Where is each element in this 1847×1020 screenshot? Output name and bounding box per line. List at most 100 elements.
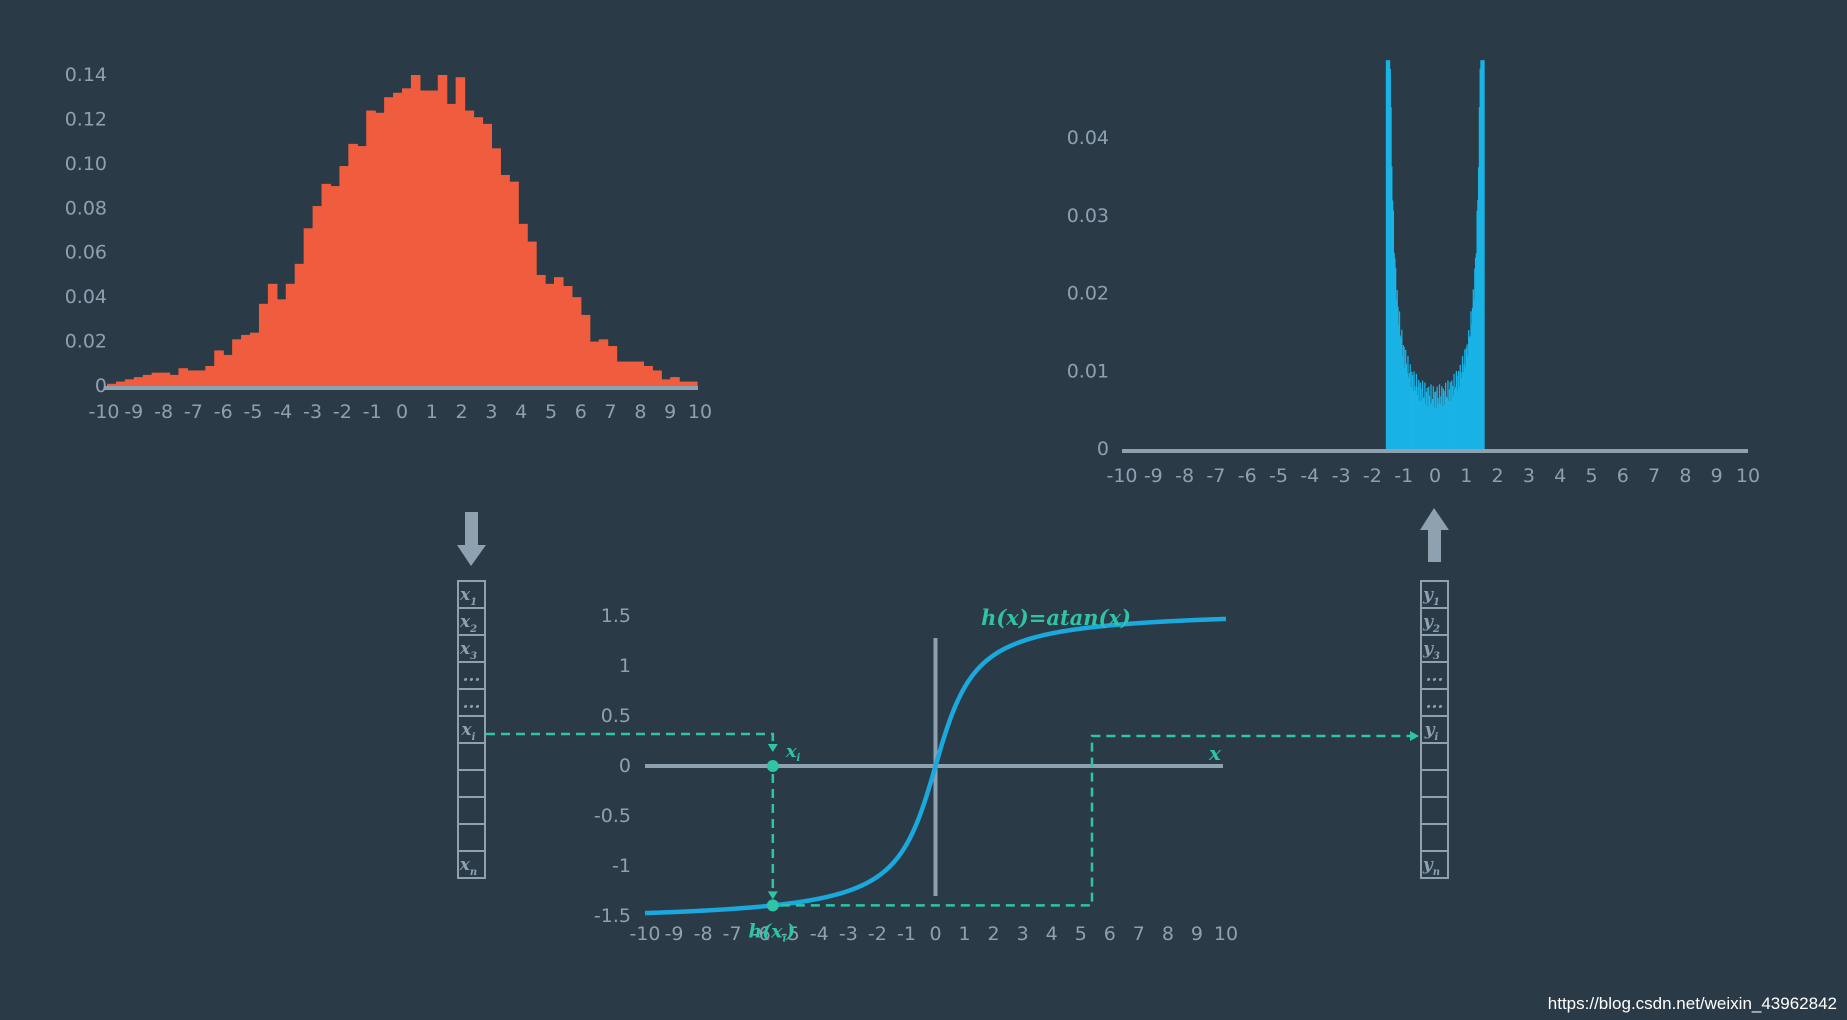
histogram-bar <box>562 286 573 386</box>
sample-hx-label: h(xi) <box>748 920 795 944</box>
x-tick-label: 2 <box>1492 465 1504 487</box>
histogram-bar <box>1442 388 1444 449</box>
y-tick-label: 0.02 <box>1067 283 1109 305</box>
histogram-bar <box>330 186 341 386</box>
histogram-bar <box>1421 380 1424 449</box>
vector-cell <box>1420 823 1449 852</box>
histogram-bar <box>1449 382 1451 449</box>
histogram-bar <box>1403 347 1405 449</box>
histogram-bar <box>1472 289 1474 449</box>
histogram-bar <box>1425 391 1428 449</box>
histogram-bar <box>1446 398 1448 449</box>
y-tick-label: 0.14 <box>65 64 107 86</box>
x-tick-label: 2 <box>456 401 468 423</box>
x-tick-label: -5 <box>781 923 800 945</box>
histogram-bar <box>384 97 394 386</box>
histogram-bar <box>1436 386 1438 449</box>
flow-arrows <box>457 508 1449 566</box>
x-tick-label: 9 <box>664 401 676 423</box>
histogram-bar <box>598 339 609 386</box>
histogram-bar <box>339 166 349 386</box>
x-tick-label: -6 <box>752 923 771 945</box>
histogram-bar <box>482 123 492 386</box>
histogram-bar <box>437 75 448 386</box>
x-tick-label: -7 <box>723 923 742 945</box>
histogram-bar <box>545 283 555 386</box>
x-axis-label: x <box>1208 741 1222 765</box>
x-tick-label: 8 <box>1679 465 1691 487</box>
histogram-bar <box>1452 395 1454 449</box>
vector-cell: y1 <box>1420 580 1449 609</box>
histogram-bar <box>625 361 636 386</box>
mapping-line-input <box>486 732 775 749</box>
vector-cell <box>457 769 486 798</box>
histogram-bar <box>1400 338 1402 449</box>
histogram-bar <box>419 90 430 387</box>
histogram-bar <box>1444 404 1446 449</box>
histogram-bar <box>1401 329 1403 449</box>
histogram-bar <box>1473 299 1475 449</box>
histogram-bar <box>536 274 546 386</box>
vector-cell-label: y3 <box>1422 639 1440 662</box>
histogram-bar <box>1438 403 1440 449</box>
x-tick-label: -10 <box>1106 465 1137 487</box>
histogram-bar <box>670 377 680 386</box>
histogram-bar <box>1398 324 1400 449</box>
down-arrow-shaft <box>465 512 478 546</box>
input-histogram: -10 -9 -8 -7 -6 -5 -4 -3 -2 -1 0 1 2 3 4 5 6 7 8 9 1000.020.… <box>65 64 712 423</box>
histogram-bar <box>1480 60 1482 449</box>
histogram-bar <box>1404 367 1406 449</box>
histogram-bar <box>169 374 180 386</box>
histogram-bar <box>1397 306 1399 449</box>
vector-cell-label: x1 <box>459 585 477 608</box>
input-vector: x1 x2 x3...... xi xn <box>457 580 486 879</box>
vector-cell: y2 <box>1420 607 1449 636</box>
x-tick-label: -3 <box>1332 465 1351 487</box>
histogram-bar <box>1443 391 1445 449</box>
histogram-bar <box>1464 349 1466 449</box>
histogram-bar <box>1401 355 1404 449</box>
histogram-bar <box>1399 335 1401 449</box>
histogram-bar <box>223 354 233 386</box>
x-tick-label: -4 <box>810 923 829 945</box>
histogram-bar <box>1431 398 1434 449</box>
histogram-bar <box>303 228 314 386</box>
x-tick-label: -10 <box>88 401 119 423</box>
histogram-bar <box>232 339 242 386</box>
histogram-bar <box>357 146 367 386</box>
x-tick-label: 7 <box>1133 923 1145 945</box>
vector-cell-label: ... <box>463 693 481 713</box>
histogram-bar <box>1479 68 1481 449</box>
histogram-bar <box>267 283 278 386</box>
histogram-bar <box>1468 337 1471 449</box>
histogram-bar <box>1461 355 1464 449</box>
histogram-bar <box>1466 344 1468 449</box>
histogram-bar <box>1415 390 1417 449</box>
histogram-bar <box>1464 367 1467 449</box>
x-tick-label: -4 <box>273 401 292 423</box>
histogram-bar <box>1474 268 1476 449</box>
histogram-bar <box>1437 398 1439 449</box>
histogram-bar <box>1425 404 1427 449</box>
y-tick-label: 0.01 <box>1067 360 1109 382</box>
histogram-bar <box>1414 386 1416 449</box>
histogram-bar <box>366 110 376 387</box>
histogram-bar <box>1467 355 1469 449</box>
histogram-bar <box>1459 364 1461 449</box>
histogram-bar <box>321 183 332 386</box>
histogram-bar <box>589 341 600 386</box>
histogram-bar <box>1429 404 1431 449</box>
x-tick-label: -1 <box>1394 465 1413 487</box>
histogram-bar <box>196 370 206 386</box>
vector-cell-label: ... <box>463 666 481 686</box>
vector-cell: x1 <box>457 580 486 609</box>
vector-cell-label: x2 <box>459 612 477 635</box>
histogram-bar <box>1448 389 1451 449</box>
histogram-bar <box>1438 384 1441 449</box>
y-tick-label: 0.03 <box>1067 205 1109 227</box>
histogram-bar <box>1411 371 1413 449</box>
x-tick-label: 5 <box>1585 465 1597 487</box>
histogram-bar <box>1435 407 1438 449</box>
x-tick-label: 9 <box>1191 923 1203 945</box>
histogram-bar <box>1482 60 1484 449</box>
